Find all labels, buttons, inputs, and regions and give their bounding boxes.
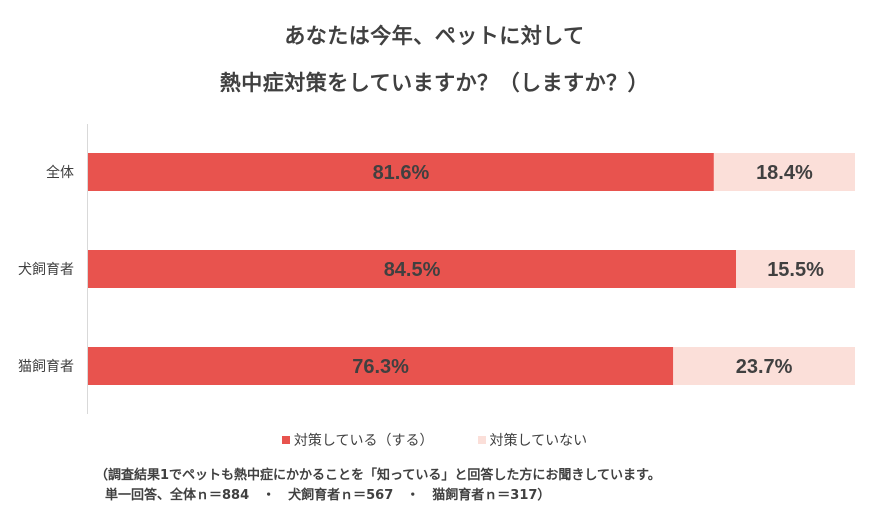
chart-title-line-2: 熱中症対策をしていますか？（しますか？） — [219, 71, 650, 95]
bar-segment — [88, 153, 714, 191]
category-label: 猫飼育者 — [18, 359, 74, 375]
category-label: 全体 — [46, 164, 74, 181]
legend-label-series-1: 対策している（する） — [293, 433, 434, 449]
data-label: 15.5% — [767, 259, 824, 281]
data-label: 23.7% — [736, 356, 793, 378]
bar-segment — [713, 153, 855, 191]
data-label: 76.3% — [352, 356, 409, 378]
data-label: 84.5% — [384, 259, 441, 281]
category-label: 犬飼育者 — [18, 262, 74, 278]
chart-legend: 対策している（する） 対策していない — [0, 430, 869, 450]
bar-segment — [736, 250, 855, 288]
legend-swatch-series-2 — [477, 436, 486, 444]
bar-segment — [88, 347, 674, 385]
bar-segment — [88, 250, 737, 288]
legend-label-series-2: 対策していない — [489, 433, 588, 449]
chart-title-line-1: あなたは今年、ペットに対して — [284, 24, 585, 48]
legend-item-series-1: 対策している（する） — [281, 430, 434, 450]
data-label: 18.4% — [756, 162, 813, 184]
legend-item-series-2: 対策していない — [477, 430, 588, 450]
footnote-line-2: 単一回答、全体ｎ＝884 ・ 犬飼育者ｎ＝567 ・ 猫飼育者ｎ＝317） — [105, 488, 551, 503]
footnote-line-1: （調査結果1でペットも熱中症にかかることを「知っている」と回答した方にお聞きして… — [95, 468, 661, 483]
bar-segment — [673, 347, 855, 385]
legend-swatch-series-1 — [281, 436, 290, 444]
data-label: 81.6% — [373, 162, 430, 184]
